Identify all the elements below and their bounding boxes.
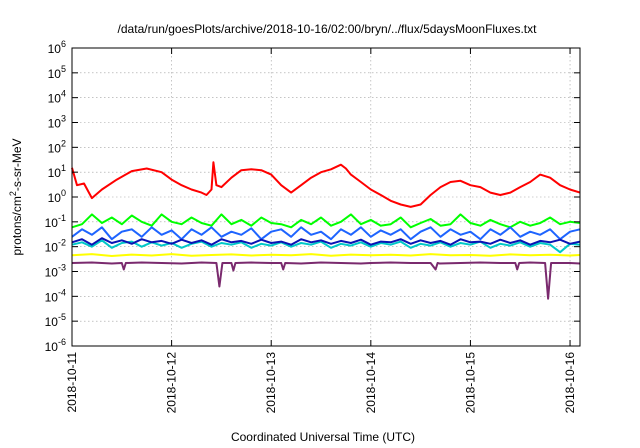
y-tick-base: 10 — [45, 290, 59, 304]
y-tick-exp: -3 — [58, 263, 66, 273]
grid — [72, 48, 580, 346]
y-tick-label: 10-2 — [45, 238, 66, 255]
y-tick-base: 10 — [48, 141, 62, 155]
y-tick-base: 10 — [45, 266, 59, 280]
y-tick-label: 102 — [48, 138, 66, 155]
y-tick-base: 10 — [48, 67, 62, 81]
y-tick-exp: 2 — [61, 138, 66, 148]
x-axis-label: Coordinated Universal Time (UTC) — [231, 430, 415, 444]
y-tick-exp: 5 — [61, 64, 66, 74]
y-tick-label: 103 — [48, 114, 66, 131]
y-tick-base: 10 — [48, 92, 62, 106]
y-tick-base: 10 — [45, 315, 59, 329]
y-tick-base: 10 — [48, 42, 62, 56]
y-tick-exp: -2 — [58, 238, 66, 248]
y-tick-label: 100 — [48, 188, 66, 205]
y-tick-exp: -1 — [58, 213, 66, 223]
y-tick-label: 101 — [48, 163, 66, 180]
y-tick-label: 10-1 — [45, 213, 66, 230]
chart-title: /data/run/goesPlots/archive/2018-10-16/0… — [118, 22, 538, 36]
series-line-0 — [71, 161, 581, 208]
series-line-3 — [71, 239, 581, 254]
x-tick-label: 2018-10-13 — [264, 352, 278, 414]
y-tick-base: 10 — [45, 216, 59, 230]
y-tick-exp: 3 — [61, 114, 66, 124]
y-tick-exp: -5 — [58, 312, 66, 322]
series-line-6 — [71, 261, 581, 300]
y-tick-exp: -4 — [58, 287, 66, 297]
y-axis-label-main: protons/cm — [10, 196, 24, 255]
y-tick-label: 105 — [48, 64, 66, 81]
x-tick-label: 2018-10-11 — [65, 352, 79, 413]
y-axis-label-exp: 2 — [8, 191, 18, 196]
x-tick-label: 2018-10-16 — [563, 352, 577, 414]
y-tick-base: 10 — [45, 241, 59, 255]
y-tick-exp: 0 — [61, 188, 66, 198]
y-tick-exp: 1 — [61, 163, 66, 173]
x-tick-label: 2018-10-15 — [463, 352, 477, 414]
y-tick-base: 10 — [48, 166, 62, 180]
y-tick-exp: 4 — [61, 89, 66, 99]
series-line-4 — [71, 237, 581, 246]
y-tick-label: 10-3 — [45, 263, 66, 280]
series-line-1 — [71, 213, 581, 229]
series-group — [71, 161, 581, 300]
y-axis-label-rest: -s-sr-MeV — [10, 138, 24, 191]
y-tick-base: 10 — [45, 340, 59, 354]
y-tick-label: 10-6 — [45, 337, 66, 354]
y-tick-base: 10 — [48, 191, 62, 205]
x-tick-label: 2018-10-12 — [165, 352, 179, 414]
y-tick-label: 10-5 — [45, 312, 66, 329]
y-tick-label: 106 — [48, 39, 66, 56]
x-tick-label: 2018-10-14 — [364, 352, 378, 414]
y-tick-exp: 6 — [61, 39, 66, 49]
y-tick-label: 10-4 — [45, 287, 66, 304]
y-tick-base: 10 — [48, 117, 62, 131]
series-line-2 — [71, 226, 581, 241]
series-line-5 — [71, 253, 581, 257]
y-axis-ticks: 10-610-510-410-310-210-11001011021031041… — [45, 39, 580, 354]
y-tick-label: 104 — [48, 89, 66, 106]
x-axis-ticks: 2018-10-11 2018-10-12 2018-10-13 2018-10-14… — [65, 48, 577, 413]
y-axis-label: protons/cm2-s-sr-MeV — [8, 138, 24, 255]
y-tick-exp: -6 — [58, 337, 66, 347]
